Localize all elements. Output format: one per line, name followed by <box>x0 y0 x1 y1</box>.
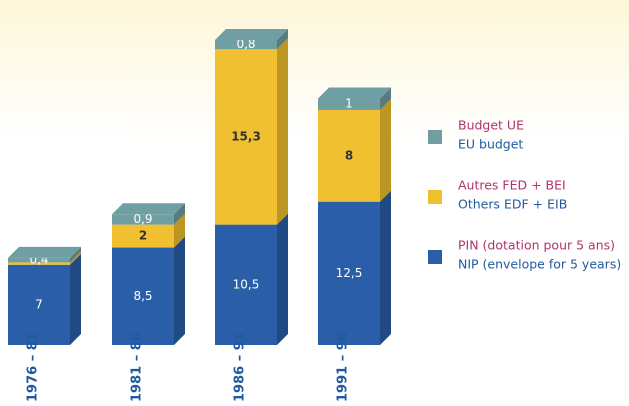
bar-side <box>380 190 391 345</box>
legend-label: EU budget <box>458 137 523 152</box>
bar-side <box>174 236 185 345</box>
bar-segment <box>215 49 277 225</box>
bar-side <box>174 203 185 225</box>
legend-swatch <box>428 130 442 144</box>
bar-side <box>70 246 81 263</box>
bar-segment <box>112 247 174 345</box>
bar-segment <box>318 98 380 110</box>
value-label: 10,5 <box>233 277 260 291</box>
bar-top <box>215 29 288 40</box>
x-tick-label: 1981 – 86 <box>130 332 145 402</box>
bar-side <box>70 251 81 265</box>
bar-segment <box>112 214 174 225</box>
bar-top <box>112 203 185 215</box>
bar-segment <box>215 224 277 345</box>
bar-side <box>380 98 391 202</box>
bar-segment <box>8 264 70 345</box>
value-label: 2 <box>139 229 147 243</box>
bar-top <box>8 246 81 258</box>
x-tick-label: 1991 – 96 <box>336 332 351 402</box>
bar-segment <box>215 40 277 50</box>
legend-label-fr: Autres FED + BEI <box>458 178 566 193</box>
legend-swatch <box>428 190 442 204</box>
value-label: 1 <box>345 97 353 111</box>
value-label: 0,8 <box>236 37 255 51</box>
bar-segment <box>318 109 380 202</box>
x-tick-label: 1986 – 91 <box>233 332 248 402</box>
value-label: 15,3 <box>231 129 261 143</box>
bar-segment <box>318 201 380 345</box>
legend-label: NIP (envelope for 5 years) <box>458 257 621 272</box>
legend-label: Others EDF + EIB <box>458 197 567 212</box>
value-label: 8 <box>345 148 353 162</box>
value-label: 12,5 <box>336 266 363 280</box>
bar-side <box>277 38 288 225</box>
x-tick-label: 1976 – 81 <box>26 332 41 402</box>
bar-segment <box>8 257 70 263</box>
bar-segment <box>112 224 174 248</box>
bar-side <box>277 213 288 345</box>
bar-side <box>380 87 391 110</box>
legend-label-fr: Budget UE <box>458 118 524 133</box>
legend-swatch <box>428 250 442 264</box>
value-label: 8,5 <box>133 289 152 303</box>
bar-top <box>318 87 391 99</box>
legend-label-fr: PIN (dotation pour 5 ans) <box>458 238 615 253</box>
value-label: 7 <box>35 297 43 311</box>
bar-side <box>70 253 81 345</box>
value-label: 0,9 <box>133 212 152 226</box>
bar-side <box>277 29 288 50</box>
bar-segment <box>8 262 70 265</box>
bar-side <box>174 213 185 248</box>
